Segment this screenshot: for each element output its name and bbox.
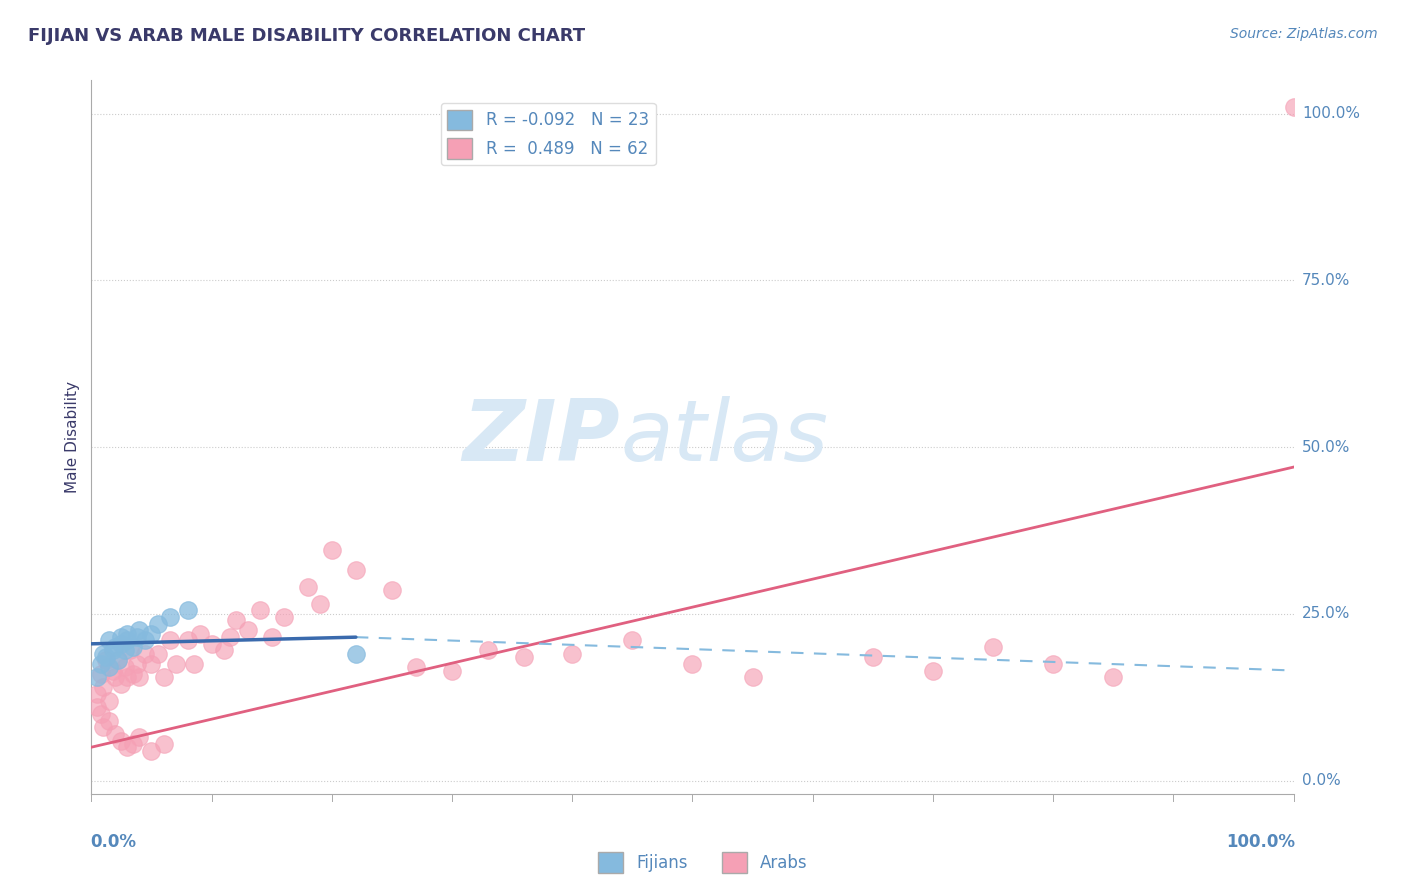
Point [249,603,271,617]
Point [125,630,148,644]
Point [94,653,117,667]
Text: 0.0%: 0.0% [1302,773,1340,788]
Point [513,650,536,665]
Point [188,627,211,641]
Point [321,543,343,558]
Point [117,740,139,755]
Point [107,653,129,667]
Point [93,720,115,734]
Text: 100.0%: 100.0% [1302,106,1360,121]
Point [344,564,367,578]
Point [86,670,108,684]
Y-axis label: Male Disability: Male Disability [65,381,80,493]
Point [201,637,224,651]
Point [440,664,463,678]
Point [152,670,174,684]
Point [1042,657,1064,671]
Point [110,677,132,691]
Point [104,727,127,741]
Text: 0.0%: 0.0% [90,833,136,851]
Legend: R = -0.092   N = 23, R =  0.489   N = 62: R = -0.092 N = 23, R = 0.489 N = 62 [441,103,655,165]
Point [159,610,181,624]
Point [260,630,283,644]
Point [561,647,583,661]
Point [93,647,115,661]
Point [117,633,139,648]
Point [101,643,124,657]
Point [98,693,121,707]
Point [107,653,129,667]
Point [104,640,127,655]
Point [98,633,121,648]
Point [922,664,945,678]
Point [146,616,169,631]
Point [122,640,145,655]
Point [93,680,115,694]
Legend: Fijians, Arabs: Fijians, Arabs [592,846,814,880]
Point [86,687,108,701]
Text: Source: ZipAtlas.com: Source: ZipAtlas.com [1230,27,1378,41]
Point [98,714,121,728]
Point [236,624,259,638]
Point [344,647,367,661]
Point [118,643,141,657]
Point [141,743,163,757]
Point [381,583,404,598]
Point [218,630,240,644]
Point [86,700,108,714]
Point [477,643,499,657]
Point [110,733,132,747]
Point [90,706,112,721]
Point [681,657,703,671]
Point [90,657,112,671]
Point [90,666,112,681]
Point [273,610,295,624]
Point [134,647,156,661]
Point [104,670,127,684]
Text: FIJIAN VS ARAB MALE DISABILITY CORRELATION CHART: FIJIAN VS ARAB MALE DISABILITY CORRELATI… [28,27,585,45]
Point [1282,100,1305,114]
Text: 25.0%: 25.0% [1302,607,1350,622]
Point [122,666,145,681]
Point [110,637,132,651]
Point [114,660,136,674]
Text: 75.0%: 75.0% [1302,273,1350,288]
Point [134,633,156,648]
Text: atlas: atlas [620,395,828,479]
Point [741,670,763,684]
Point [117,670,139,684]
Point [1102,670,1125,684]
Point [141,627,163,641]
Point [165,657,187,671]
Point [122,737,145,751]
Point [152,737,174,751]
Text: ZIP: ZIP [463,395,620,479]
Point [621,633,644,648]
Point [225,614,247,628]
Point [183,657,205,671]
Point [98,660,121,674]
Point [141,657,163,671]
Point [114,643,136,657]
Point [110,630,132,644]
Point [128,730,150,744]
Point [101,664,124,678]
Point [405,660,427,674]
Point [146,647,169,661]
Point [212,643,235,657]
Text: 50.0%: 50.0% [1302,440,1350,455]
Point [981,640,1004,655]
Point [176,633,198,648]
Point [125,657,148,671]
Point [117,627,139,641]
Point [176,603,198,617]
Point [159,633,181,648]
Point [297,580,319,594]
Point [128,670,150,684]
Point [128,624,150,638]
Point [94,650,117,665]
Text: 100.0%: 100.0% [1226,833,1295,851]
Point [308,597,330,611]
Point [862,650,884,665]
